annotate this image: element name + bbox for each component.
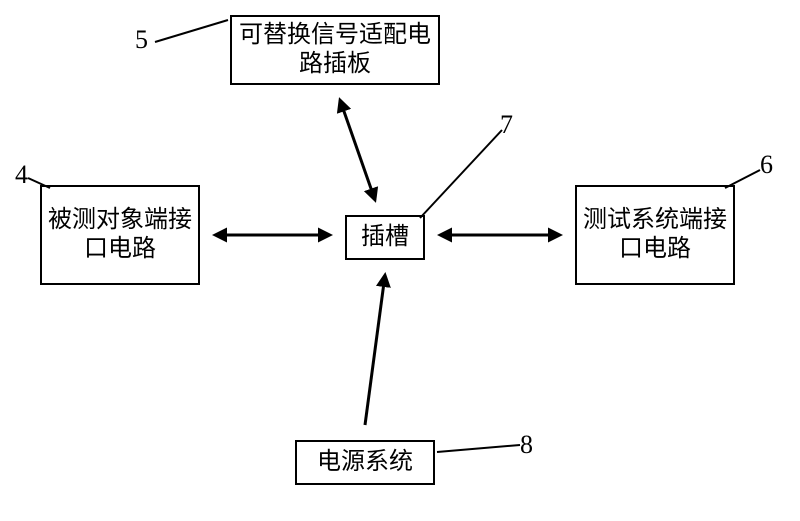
diagram-canvas: 可替换信号适配电路插板 被测对象端接口电路 插槽 测试系统端接口电路 电源系统 … xyxy=(0,0,800,521)
leader-line xyxy=(155,20,228,42)
node-label: 被测对象端接口电路 xyxy=(42,206,198,264)
node-slot: 插槽 xyxy=(345,215,425,260)
node-label: 电源系统 xyxy=(317,448,413,477)
ref-label-4: 4 xyxy=(15,160,28,190)
ref-label-5: 5 xyxy=(135,25,148,55)
node-label: 测试系统端接口电路 xyxy=(577,206,733,264)
arrow-single xyxy=(365,275,385,425)
node-label: 可替换信号适配电路插板 xyxy=(232,21,438,79)
ref-label-6: 6 xyxy=(760,150,773,180)
node-adapter-board: 可替换信号适配电路插板 xyxy=(230,15,440,85)
leader-line xyxy=(420,130,502,218)
arrow-double xyxy=(340,100,375,200)
ref-label-8: 8 xyxy=(520,430,533,460)
node-power-system: 电源系统 xyxy=(295,440,435,485)
node-dut-interface: 被测对象端接口电路 xyxy=(40,185,200,285)
node-test-system-interface: 测试系统端接口电路 xyxy=(575,185,735,285)
leader-line xyxy=(437,445,520,452)
ref-label-7: 7 xyxy=(500,110,513,140)
node-label: 插槽 xyxy=(361,223,409,252)
